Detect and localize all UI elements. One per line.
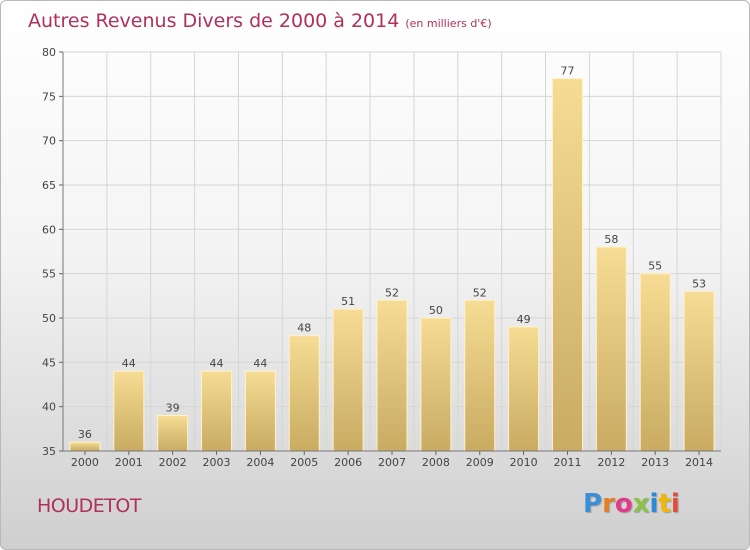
- bar-2004: [244, 370, 276, 452]
- bar-2014: [683, 290, 715, 452]
- y-tick-label: 65: [42, 179, 56, 192]
- data-label: 44: [253, 357, 267, 370]
- bar-2002: [157, 415, 189, 452]
- data-label: 52: [473, 286, 487, 299]
- title-text: Autres Revenus Divers de 2000 à 2014: [28, 10, 400, 32]
- logo-letter: i: [670, 489, 680, 519]
- data-label: 49: [517, 313, 531, 326]
- y-tick-label: 70: [42, 135, 56, 148]
- bar-2007: [376, 299, 408, 452]
- data-label: 48: [297, 322, 311, 335]
- bar-2010: [508, 326, 540, 452]
- x-tick-label: 2012: [597, 456, 625, 469]
- x-tick-label: 2007: [378, 456, 406, 469]
- logo-letter: o: [614, 489, 633, 519]
- bar-2012: [595, 246, 627, 452]
- data-label: 44: [210, 357, 224, 370]
- bar-layer: 36 44 39 44 44 48 51 52 50 52 49 77 58 55 53: [69, 65, 715, 452]
- logo-letter: P: [583, 489, 603, 519]
- y-tick-label: 40: [42, 401, 56, 414]
- x-tick-label: 2001: [115, 456, 143, 469]
- data-label: 50: [429, 304, 443, 317]
- data-label: 55: [648, 260, 662, 273]
- y-tick-label: 35: [42, 445, 56, 458]
- bar-2008: [420, 317, 452, 452]
- y-tick-label: 50: [42, 312, 56, 325]
- logo-letter: t: [658, 489, 671, 519]
- x-tick-label: 2013: [641, 456, 669, 469]
- bar-2009: [464, 299, 496, 452]
- data-label: 44: [122, 357, 136, 370]
- y-tick-label: 55: [42, 268, 56, 281]
- x-tick-label: 2011: [553, 456, 581, 469]
- x-tick-label: 2014: [685, 456, 713, 469]
- x-tick-label: 2006: [334, 456, 362, 469]
- proxiti-logo: Proxiti: [583, 489, 680, 519]
- data-label: 36: [78, 428, 92, 441]
- data-label: 52: [385, 286, 399, 299]
- bar-2003: [201, 370, 233, 452]
- data-label: 77: [560, 65, 574, 78]
- bar-2013: [639, 273, 671, 452]
- chart-subtitle: (en milliers d'€): [405, 17, 492, 30]
- x-tick-label: 2002: [159, 456, 187, 469]
- data-label: 58: [604, 233, 618, 246]
- y-tick-label: 80: [42, 46, 56, 59]
- bar-2001: [113, 370, 145, 452]
- x-tick-label: 2008: [422, 456, 450, 469]
- x-tick-label: 2010: [510, 456, 538, 469]
- bar-2011: [551, 78, 583, 452]
- logo-letter: i: [649, 489, 659, 519]
- x-tick-label: 2004: [246, 456, 274, 469]
- logo-letter: x: [632, 489, 650, 519]
- data-label: 51: [341, 295, 355, 308]
- logo-letter: r: [602, 489, 615, 519]
- bar-2006: [332, 308, 364, 452]
- chart-title: Autres Revenus Divers de 2000 à 2014 (en …: [28, 10, 492, 32]
- bar-2000: [69, 441, 101, 452]
- data-label: 53: [692, 277, 706, 290]
- axis-layer: 35 40 45 50 55 60 65 70 75 80 2000 2001 2002 2003 2004…: [42, 46, 721, 469]
- y-tick-label: 45: [42, 356, 56, 369]
- y-tick-label: 75: [42, 90, 56, 103]
- x-tick-label: 2009: [466, 456, 494, 469]
- x-tick-label: 2005: [290, 456, 318, 469]
- data-label: 39: [166, 402, 180, 415]
- bar-2005: [288, 335, 320, 452]
- x-tick-label: 2000: [71, 456, 99, 469]
- y-tick-label: 60: [42, 223, 56, 236]
- place-name: HOUDETOT: [37, 495, 141, 517]
- x-tick-label: 2003: [203, 456, 231, 469]
